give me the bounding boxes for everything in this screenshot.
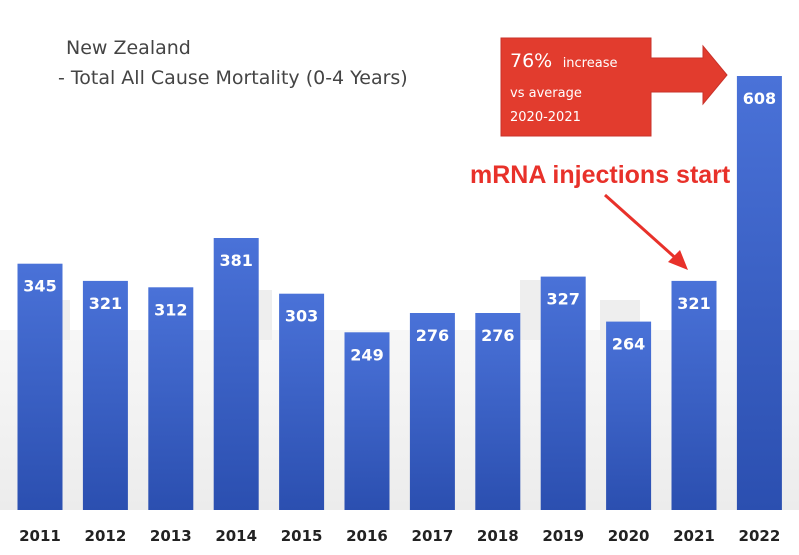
bar-2021 xyxy=(671,280,717,510)
bar-2012 xyxy=(82,280,128,510)
bar-2020 xyxy=(606,321,652,510)
bar-value-label-2011: 345 xyxy=(23,277,56,296)
chart-title: New Zealand xyxy=(66,37,191,59)
bar-2017 xyxy=(409,313,455,510)
x-tick-2013: 2013 xyxy=(150,527,192,545)
x-tick-2012: 2012 xyxy=(85,527,127,545)
chart-subtitle: - Total All Cause Mortality (0-4 Years) xyxy=(58,67,408,89)
x-tick-2011: 2011 xyxy=(19,527,61,545)
x-tick-2019: 2019 xyxy=(542,527,584,545)
bar-2019 xyxy=(540,276,586,510)
x-tick-2016: 2016 xyxy=(346,527,388,545)
bar-value-label-2017: 276 xyxy=(416,326,449,345)
bar-2018 xyxy=(475,313,521,510)
bar-2013 xyxy=(148,287,194,510)
callout-line-2: vs average xyxy=(510,86,582,101)
bar-value-label-2019: 327 xyxy=(546,290,579,309)
bar-value-label-2021: 321 xyxy=(677,294,710,313)
x-tick-2014: 2014 xyxy=(215,527,257,545)
bar-value-label-2012: 321 xyxy=(89,294,122,313)
x-tick-2017: 2017 xyxy=(412,527,454,545)
bars-layer xyxy=(17,76,782,510)
x-axis-ticks: 2011 2012 2013 2014 2015 2016 2017 2018 2019 2020… xyxy=(19,527,780,545)
callout-line-3: 2020-2021 xyxy=(510,110,581,125)
x-tick-2020: 2020 xyxy=(608,527,650,545)
callout-increase-word: increase xyxy=(563,56,618,71)
bar-value-label-2015: 303 xyxy=(285,307,318,326)
bar-2014 xyxy=(213,238,259,510)
mrna-annotation-label: mRNA injections start xyxy=(470,161,731,189)
callout-arrow-shape xyxy=(500,37,728,137)
mrna-arrow xyxy=(604,193,688,270)
bar-2016 xyxy=(344,332,390,510)
x-tick-2021: 2021 xyxy=(673,527,715,545)
bar-value-label-2013: 312 xyxy=(154,300,187,319)
callout-line-1: 76% increase xyxy=(510,50,617,72)
bar-value-label-2022: 608 xyxy=(743,89,776,108)
bar-value-label-2020: 264 xyxy=(612,335,645,354)
bar-labels-layer: 345 321 312 381 303 249 276 276 327 264 321 608 xyxy=(23,89,776,364)
bar-value-label-2016: 249 xyxy=(350,345,383,364)
x-tick-2018: 2018 xyxy=(477,527,519,545)
bar-value-label-2014: 381 xyxy=(219,251,252,270)
bar-value-label-2018: 276 xyxy=(481,326,514,345)
increase-callout: 76% increase vs average 2020-2021 xyxy=(500,37,728,137)
bar-2015 xyxy=(279,293,325,510)
callout-percent: 76% xyxy=(510,50,552,72)
x-tick-2022: 2022 xyxy=(739,527,781,545)
bar-2011 xyxy=(17,263,63,510)
x-tick-2015: 2015 xyxy=(281,527,323,545)
bar-2022 xyxy=(736,76,782,510)
